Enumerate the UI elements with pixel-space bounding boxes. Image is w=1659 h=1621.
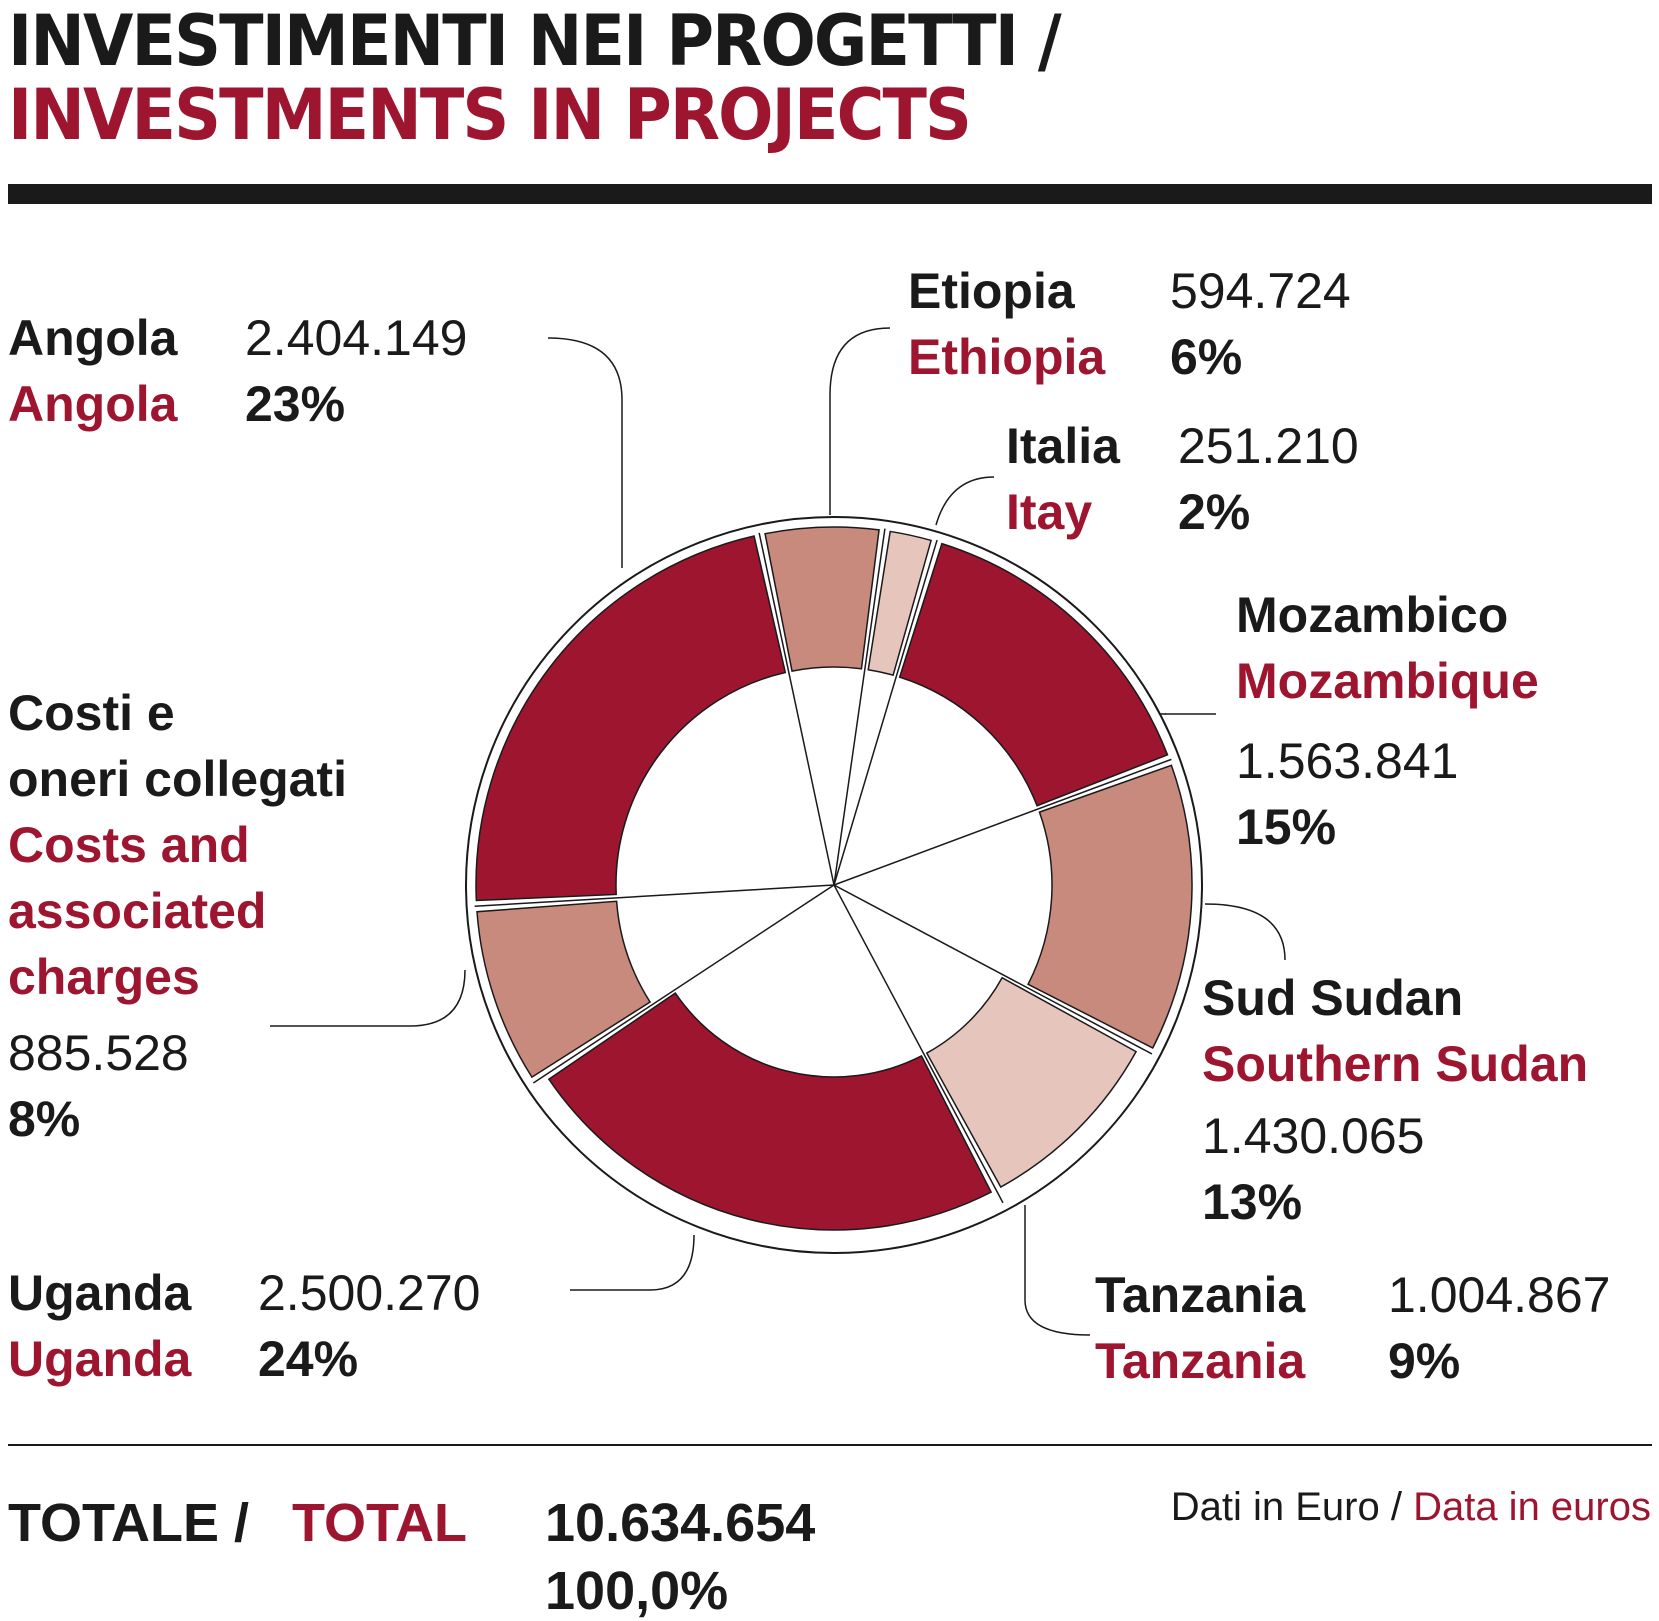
leader-lines bbox=[270, 327, 1286, 1336]
leader-ethiopia bbox=[829, 327, 891, 515]
slice-costs-and-associated-charges bbox=[476, 900, 652, 1079]
spoke-line bbox=[833, 884, 1004, 1204]
value-ethiopia: 594.724 bbox=[1170, 263, 1351, 319]
percent-ethiopia: 6% bbox=[1170, 329, 1243, 385]
footer-rule bbox=[8, 1444, 1652, 1446]
leader-costs bbox=[270, 969, 466, 1027]
title-italian: INVESTIMENTI NEI PROGETTI / bbox=[8, 0, 1062, 82]
unit-note-it: Dati in Euro / bbox=[1170, 1485, 1402, 1529]
label-uganda-it: Uganda bbox=[8, 1265, 192, 1321]
spoke-line bbox=[833, 539, 938, 886]
label-sudan-it: Sud Sudan bbox=[1202, 970, 1464, 1026]
label-mozambico-it: Mozambico bbox=[1236, 587, 1509, 643]
unit-note: Dati in Euro / Data in euros bbox=[1171, 1485, 1651, 1530]
percent-sudan: 13% bbox=[1202, 1174, 1303, 1230]
label-costs-en-line3: charges bbox=[8, 949, 200, 1005]
label-costs-en-line2: associated bbox=[8, 883, 267, 939]
value-sudan: 1.430.065 bbox=[1202, 1108, 1425, 1164]
label-mozambico-en: Mozambique bbox=[1236, 653, 1539, 709]
percent-tanzania: 9% bbox=[1388, 1333, 1461, 1389]
spoke-line bbox=[833, 528, 886, 886]
label-costs-it-line1: Costi e bbox=[8, 685, 175, 741]
total-value: 10.634.654 bbox=[545, 1493, 816, 1553]
label-costs-it-line2: oneri collegati bbox=[8, 751, 347, 807]
percent-italia: 2% bbox=[1178, 484, 1251, 540]
label-angola-en: Angola bbox=[8, 376, 178, 432]
spoke-group bbox=[474, 528, 1172, 1204]
label-tanzania-en: Tanzania bbox=[1095, 1333, 1306, 1389]
percent-costs: 8% bbox=[8, 1091, 81, 1147]
slice-southern-sudan bbox=[1027, 764, 1193, 1050]
slice-uganda bbox=[547, 992, 993, 1231]
leader-tanzania bbox=[1024, 1205, 1091, 1336]
leader-angola bbox=[547, 337, 623, 568]
label-costs-en-line1: Costs and bbox=[8, 817, 250, 873]
leader-uganda bbox=[570, 1234, 695, 1291]
spoke-line bbox=[758, 532, 835, 886]
percent-uganda: 24% bbox=[258, 1331, 359, 1387]
value-italia: 251.210 bbox=[1178, 418, 1359, 474]
total-label-en: TOTAL bbox=[292, 1493, 467, 1553]
slice-mozambique bbox=[898, 542, 1169, 807]
slice-ethiopia bbox=[764, 526, 880, 672]
value-tanzania: 1.004.867 bbox=[1388, 1267, 1611, 1323]
label-angola-it: Angola bbox=[8, 310, 178, 366]
spoke-line bbox=[833, 884, 1153, 1055]
leader-sudan bbox=[1204, 903, 1286, 961]
label-ethiopia-it: Etiopia bbox=[908, 263, 1075, 319]
spoke-line bbox=[532, 884, 835, 1084]
slice-tanzania bbox=[925, 976, 1138, 1189]
unit-note-en: Data in euros bbox=[1413, 1485, 1651, 1529]
total-percent: 100,0% bbox=[545, 1561, 729, 1621]
slice-angola bbox=[475, 535, 787, 902]
slice-itay bbox=[867, 530, 933, 677]
header-rule bbox=[8, 184, 1652, 204]
slice-group bbox=[475, 526, 1193, 1231]
value-costs: 885.528 bbox=[8, 1025, 189, 1081]
percent-mozambico: 15% bbox=[1236, 799, 1337, 855]
label-uganda-en: Uganda bbox=[8, 1331, 192, 1387]
value-angola: 2.404.149 bbox=[245, 310, 468, 366]
spoke-line bbox=[833, 758, 1172, 886]
value-uganda: 2.500.270 bbox=[258, 1265, 481, 1321]
title-english: INVESTMENTS IN PROJECTS bbox=[8, 74, 972, 156]
value-mozambico: 1.563.841 bbox=[1236, 733, 1459, 789]
label-italia-en: Itay bbox=[1006, 484, 1093, 540]
total-label-it: TOTALE / bbox=[8, 1493, 249, 1553]
label-tanzania-it: Tanzania bbox=[1095, 1267, 1306, 1323]
label-ethiopia-en: Ethiopia bbox=[908, 329, 1106, 385]
label-sudan-en: Southern Sudan bbox=[1202, 1036, 1589, 1092]
chart-outline bbox=[465, 516, 1203, 1254]
label-italia-it: Italia bbox=[1006, 418, 1120, 474]
spoke-line bbox=[474, 884, 835, 908]
percent-angola: 23% bbox=[245, 376, 346, 432]
leader-italia bbox=[935, 476, 995, 526]
